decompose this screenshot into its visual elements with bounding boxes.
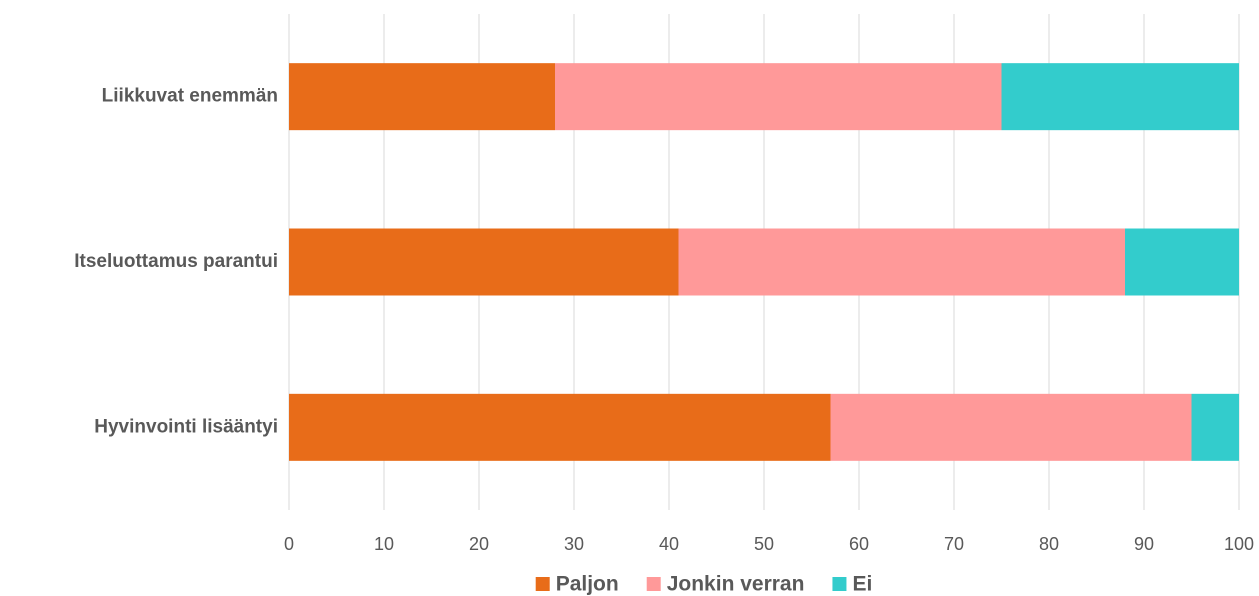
x-tick-label: 10 [374, 534, 394, 554]
bar-segment [1191, 393, 1239, 461]
x-tick-label: 20 [469, 534, 489, 554]
legend-label: Ei [852, 573, 872, 596]
y-tick-label: Liikkuvat enemmän [102, 86, 278, 107]
legend-swatch [535, 577, 550, 591]
x-tick-label: 60 [849, 534, 869, 554]
x-tick-label: 90 [1134, 534, 1154, 554]
y-tick-label: Itseluottamus parantui [74, 251, 278, 272]
x-tick-label: 100 [1224, 534, 1254, 554]
legend-swatch [832, 577, 847, 591]
bar-segment [289, 63, 555, 131]
bar-segment [1125, 228, 1239, 296]
bar-segment [289, 228, 679, 296]
bar-segment [1001, 63, 1239, 131]
bar-segment [555, 63, 1002, 131]
legend-label: Jonkin verran [667, 573, 805, 596]
x-tick-label: 0 [284, 534, 294, 554]
y-tick-label: Hyvinvointi lisääntyi [94, 416, 278, 437]
x-tick-label: 30 [564, 534, 584, 554]
x-tick-label: 70 [944, 534, 964, 554]
bar-segment [289, 393, 831, 461]
bar-segment [678, 228, 1125, 296]
legend-label: Paljon [556, 573, 619, 596]
x-tick-label: 50 [754, 534, 774, 554]
bar-segment [830, 393, 1192, 461]
x-tick-label: 80 [1039, 534, 1059, 554]
x-tick-label: 40 [659, 534, 679, 554]
legend-swatch [646, 577, 661, 591]
